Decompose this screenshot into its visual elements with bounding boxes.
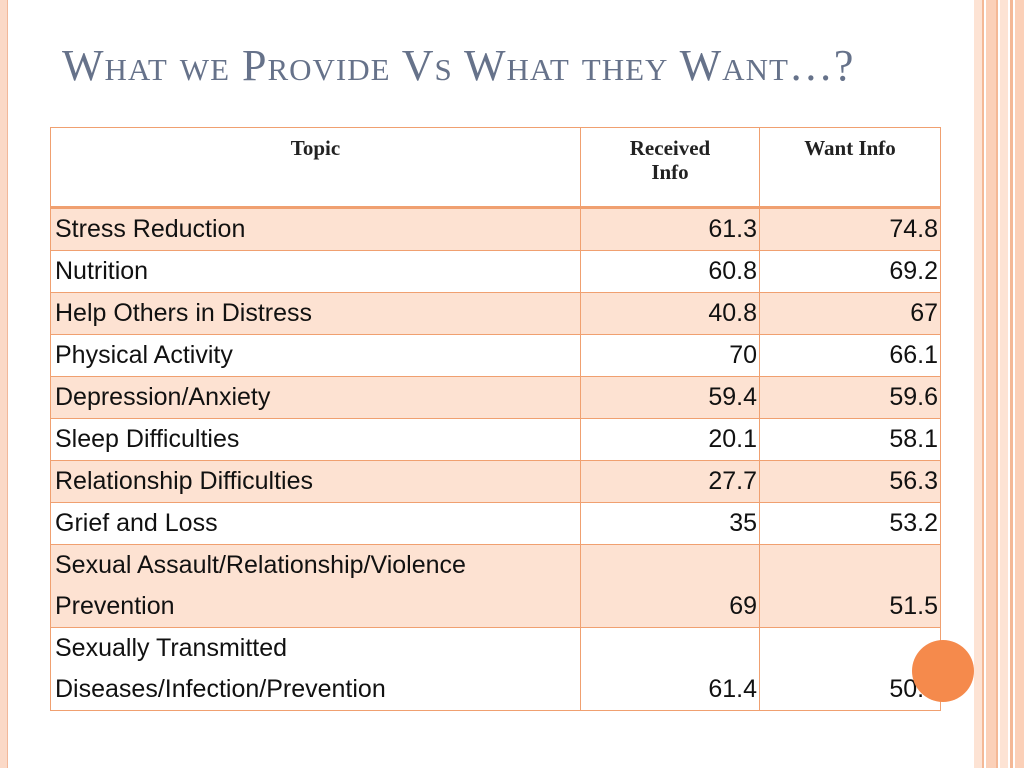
row-received: 61.3 [580,207,760,251]
row-want: 50.4 [759,627,941,711]
table-row: Help Others in Distress 40.8 67 [50,292,941,335]
row-want: 56.3 [759,460,941,503]
row-want: 66.1 [759,334,941,377]
right-decorative-stripes [974,0,1024,768]
row-topic-line2: Diseases/Infection/Prevention [55,675,386,703]
row-topic-line1: Sexually Transmitted [55,634,288,662]
header-received-info: Received Info [580,127,760,209]
row-topic: Grief and Loss [50,502,581,545]
row-want: 69.2 [759,250,941,293]
row-topic-line1: Sexual Assault/Relationship/Violence [55,551,466,579]
table-row: Nutrition 60.8 69.2 [50,250,941,293]
row-topic: Nutrition [50,250,581,293]
row-topic: Sleep Difficulties [50,418,581,461]
row-received: 27.7 [580,460,760,503]
table-row: Stress Reduction 61.3 74.8 [50,207,941,251]
row-received: 61.4 [580,627,760,711]
row-want: 53.2 [759,502,941,545]
row-received: 69 [580,544,760,628]
row-received: 35 [580,502,760,545]
row-topic: Physical Activity [50,334,581,377]
row-topic: Help Others in Distress [50,292,581,335]
header-topic: Topic [50,127,581,209]
row-want: 58.1 [759,418,941,461]
table-row: Grief and Loss 35 53.2 [50,502,941,545]
topics-table: Topic Received Info Want Info Stress Redu… [50,127,941,711]
left-decorative-border [0,0,8,768]
table-row: Depression/Anxiety 59.4 59.6 [50,376,941,419]
header-want-info: Want Info [759,127,941,209]
row-topic: Stress Reduction [50,207,581,251]
orange-circle-decoration [912,640,974,702]
row-want: 74.8 [759,207,941,251]
row-received: 40.8 [580,292,760,335]
row-topic: Sexually Transmitted Diseases/Infection/P… [50,627,581,711]
table-row: Sexually Transmitted Diseases/Infection/P… [50,627,941,711]
row-want: 51.5 [759,544,941,628]
row-received: 70 [580,334,760,377]
row-received: 20.1 [580,418,760,461]
table-row: Sleep Difficulties 20.1 58.1 [50,418,941,461]
header-received-line1: Received [629,136,711,160]
slide-title: What we Provide Vs What they Want…? [62,41,855,90]
table-row: Sexual Assault/Relationship/Violence Prev… [50,544,941,628]
row-received: 60.8 [580,250,760,293]
row-topic: Sexual Assault/Relationship/Violence Prev… [50,544,581,628]
table-row: Physical Activity 70 66.1 [50,334,941,377]
row-topic: Relationship Difficulties [50,460,581,503]
row-topic: Depression/Anxiety [50,376,581,419]
row-want: 67 [759,292,941,335]
table-row: Relationship Difficulties 27.7 56.3 [50,460,941,503]
row-topic-line2: Prevention [55,592,175,620]
row-received: 59.4 [580,376,760,419]
table-header-row: Topic Received Info Want Info [50,127,941,209]
header-received-line2: Info [651,160,689,184]
row-want: 59.6 [759,376,941,419]
